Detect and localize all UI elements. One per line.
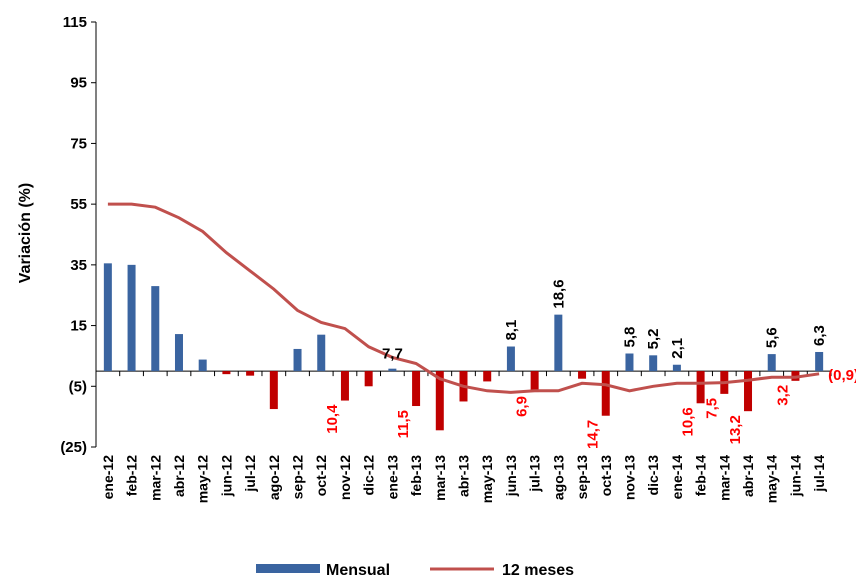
data-label: 5,2 bbox=[645, 328, 662, 349]
line-end-label: (0,9) bbox=[828, 367, 856, 384]
data-label: 13,2 bbox=[727, 415, 744, 444]
data-label: 2,1 bbox=[669, 338, 686, 359]
y-tick-label: (25) bbox=[60, 439, 87, 456]
x-tick-label: dic-13 bbox=[645, 455, 661, 496]
data-labels: 7,7 8,1 18,6 5,8 5,2 2,1 5,6 6,3 10,4 11,5 6,9 14,7… bbox=[324, 279, 856, 448]
data-label: 10,6 bbox=[680, 407, 697, 436]
x-tick-label: feb-12 bbox=[124, 455, 140, 496]
x-tick-label: ago-13 bbox=[550, 455, 566, 500]
x-tick-label: dic-12 bbox=[361, 455, 377, 496]
bar bbox=[649, 355, 658, 372]
bar bbox=[435, 371, 444, 431]
data-label: 3,2 bbox=[774, 385, 791, 406]
x-tick-label: ene-12 bbox=[100, 455, 116, 500]
x-tick-label: jun-12 bbox=[218, 455, 234, 497]
x-tick-label: mar-14 bbox=[716, 455, 732, 501]
x-tick-label: jun-13 bbox=[503, 455, 519, 497]
x-tick-label: oct-12 bbox=[313, 455, 329, 496]
x-tick-label: may-14 bbox=[764, 455, 780, 503]
bar bbox=[744, 371, 753, 412]
bar bbox=[222, 371, 231, 375]
bar bbox=[174, 334, 183, 372]
x-tick-label: abr-13 bbox=[456, 455, 472, 497]
y-tick-label: 15 bbox=[70, 318, 87, 335]
bar bbox=[198, 359, 207, 372]
x-tick-label: sep-13 bbox=[574, 455, 590, 500]
x-tick-label: may-13 bbox=[479, 455, 495, 503]
bar bbox=[506, 346, 515, 372]
legend-swatch-mensual bbox=[256, 564, 320, 573]
data-label: 14,7 bbox=[585, 420, 602, 449]
y-tick-label: (5) bbox=[69, 378, 87, 395]
bar bbox=[246, 371, 255, 376]
bar bbox=[388, 368, 397, 372]
data-label: 11,5 bbox=[395, 410, 412, 438]
y-tick-label: 95 bbox=[70, 75, 87, 92]
x-tick-label: jul-14 bbox=[811, 455, 827, 493]
x-tick-label: nov-12 bbox=[337, 455, 353, 500]
x-tick-label: abr-14 bbox=[740, 455, 756, 497]
y-tick-label: 115 bbox=[63, 14, 87, 31]
x-tick-label: ene-14 bbox=[669, 455, 685, 500]
bar bbox=[364, 371, 373, 387]
bar bbox=[151, 286, 160, 372]
bar bbox=[601, 371, 610, 416]
x-axis: ene-12 feb-12 mar-12 abr-12 may-12 jun-12 jul-… bbox=[95, 370, 832, 503]
x-tick-label: jul-13 bbox=[527, 455, 543, 493]
x-tick-label: jul-12 bbox=[242, 455, 258, 493]
data-label: 5,8 bbox=[621, 327, 638, 348]
x-tick-label: mar-12 bbox=[147, 455, 163, 501]
bar bbox=[269, 371, 278, 410]
x-tick-label: ene-13 bbox=[384, 455, 400, 500]
data-label: 18,6 bbox=[550, 279, 567, 308]
bar-series-mensual bbox=[103, 263, 824, 431]
y-tick-label: 75 bbox=[70, 135, 87, 152]
bar bbox=[554, 314, 563, 372]
x-tick-label: jun-14 bbox=[787, 455, 803, 497]
line-series-12-meses bbox=[107, 202, 820, 394]
bar bbox=[340, 371, 349, 401]
bar bbox=[412, 371, 421, 407]
bar bbox=[317, 334, 326, 372]
bar bbox=[767, 354, 776, 372]
data-label: 8,1 bbox=[503, 320, 520, 341]
x-tick-label: mar-13 bbox=[432, 455, 448, 501]
data-label: 6,3 bbox=[811, 325, 828, 346]
bar bbox=[578, 371, 587, 379]
data-label: 7,7 bbox=[382, 346, 403, 363]
y-axis-label: Variación (%) bbox=[17, 183, 34, 283]
bar bbox=[625, 353, 634, 372]
bar bbox=[530, 371, 539, 393]
x-tick-label: abr-12 bbox=[171, 455, 187, 497]
x-tick-label: oct-13 bbox=[598, 455, 614, 496]
y-tick-label: 35 bbox=[70, 257, 87, 274]
legend-label-12-meses: 12 meses bbox=[502, 562, 574, 579]
data-label: 5,6 bbox=[764, 327, 781, 348]
y-axis: 115 95 75 55 35 15 (5) (25) bbox=[60, 14, 97, 456]
bar bbox=[815, 351, 824, 372]
x-tick-label: may-12 bbox=[195, 455, 211, 503]
bar bbox=[483, 371, 492, 382]
data-label: 10,4 bbox=[324, 404, 341, 434]
x-tick-label: feb-14 bbox=[693, 455, 709, 496]
bar bbox=[696, 371, 705, 404]
y-tick-label: 55 bbox=[70, 196, 87, 213]
x-tick-label: ago-12 bbox=[266, 455, 282, 500]
x-tick-label: nov-13 bbox=[621, 455, 637, 500]
data-label: 6,9 bbox=[514, 396, 531, 417]
bar bbox=[672, 364, 681, 372]
data-label: 7,5 bbox=[703, 398, 720, 419]
legend-label-mensual: Mensual bbox=[326, 562, 390, 579]
x-tick-label: sep-12 bbox=[290, 455, 306, 500]
legend: Mensual 12 meses bbox=[256, 562, 574, 579]
bar bbox=[293, 348, 302, 372]
bar bbox=[127, 264, 136, 372]
bar bbox=[103, 263, 112, 372]
x-tick-label: feb-13 bbox=[408, 455, 424, 496]
